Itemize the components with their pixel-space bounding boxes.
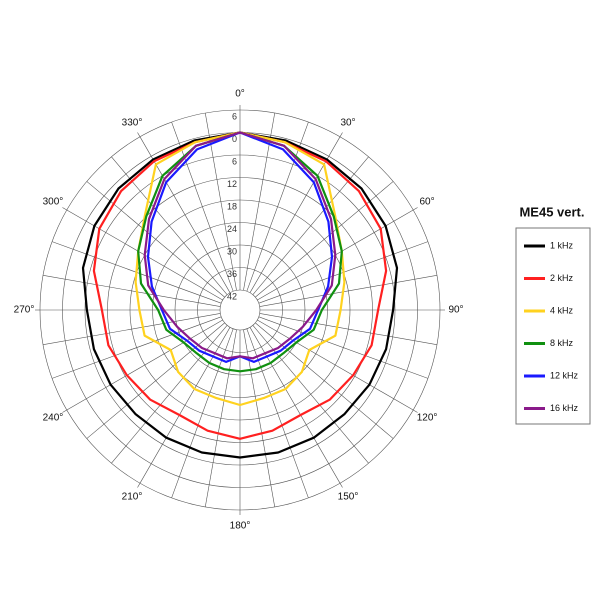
theta-tick — [339, 132, 343, 137]
r-tick-label: 24 — [227, 224, 237, 234]
grid-ring — [152, 222, 328, 398]
grid-ring — [219, 289, 261, 331]
theta-tick — [413, 409, 418, 413]
legend-label: 4 kHz — [550, 305, 574, 315]
legend-label: 16 kHz — [550, 403, 579, 413]
r-tick-label: 18 — [227, 201, 237, 211]
r-tick-label: 30 — [227, 246, 237, 256]
theta-tick-label: 120° — [417, 413, 438, 424]
theta-tick — [137, 132, 141, 137]
legend-title: ME45 vert. — [519, 204, 584, 219]
grid-ring — [107, 177, 373, 443]
grid-ring — [84, 154, 396, 466]
r-tick-label: 42 — [227, 291, 237, 301]
legend-label: 12 kHz — [550, 370, 579, 380]
legend-label: 8 kHz — [550, 338, 574, 348]
grid-ring — [197, 267, 283, 353]
grid-ring — [129, 199, 351, 421]
r-tick-label: 6 — [232, 111, 237, 121]
theta-tick-label: 0° — [235, 89, 245, 100]
theta-tick — [62, 207, 67, 211]
theta-tick — [137, 483, 141, 488]
theta-tick-label: 300° — [43, 197, 64, 208]
grid-ring — [174, 244, 306, 376]
theta-tick-label: 150° — [338, 492, 359, 503]
series-line — [92, 131, 388, 440]
theta-tick-label: 180° — [230, 521, 251, 532]
theta-tick-label: 90° — [448, 305, 463, 316]
r-tick-label: 36 — [227, 269, 237, 279]
theta-tick-label: 330° — [122, 118, 143, 129]
series-line — [143, 131, 337, 360]
theta-tick — [413, 207, 418, 211]
legend-box — [515, 227, 591, 425]
legend-label: 2 kHz — [550, 273, 574, 283]
r-tick-label: 0 — [232, 134, 237, 144]
theta-tick-label: 60° — [419, 197, 434, 208]
series-line — [137, 131, 343, 373]
series-line — [81, 131, 399, 459]
r-tick-label: 12 — [227, 179, 237, 189]
theta-tick-label: 270° — [14, 305, 35, 316]
legend-label: 1 kHz — [550, 240, 574, 250]
theta-tick — [339, 483, 343, 488]
theta-tick — [62, 409, 67, 413]
theta-tick-label: 30° — [340, 118, 355, 129]
theta-tick-label: 240° — [43, 413, 64, 424]
r-tick-label: 6 — [232, 156, 237, 166]
theta-tick-label: 210° — [122, 492, 143, 503]
